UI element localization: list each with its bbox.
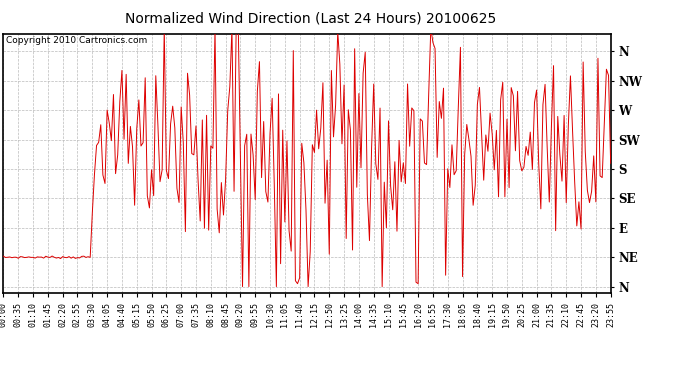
Text: Copyright 2010 Cartronics.com: Copyright 2010 Cartronics.com — [6, 36, 148, 45]
Text: Normalized Wind Direction (Last 24 Hours) 20100625: Normalized Wind Direction (Last 24 Hours… — [125, 11, 496, 25]
